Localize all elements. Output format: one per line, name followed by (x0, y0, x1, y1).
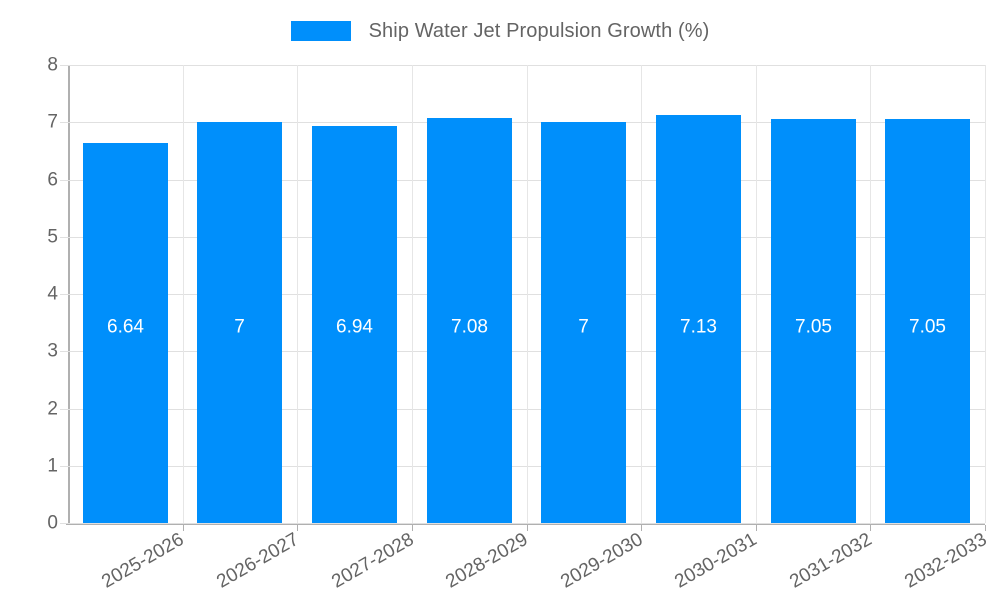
bar[interactable] (197, 122, 282, 523)
y-gridline (60, 465, 985, 467)
legend-item-series-0[interactable]: Ship Water Jet Propulsion Growth (%) (290, 19, 710, 43)
x-axis-tick (641, 525, 642, 531)
x-axis-tick-label: 2026-2027 (213, 529, 303, 593)
y-axis-tick-label: 0 (47, 512, 58, 534)
y-gridline (60, 351, 985, 353)
chart-legend: Ship Water Jet Propulsion Growth (%) (0, 14, 1000, 48)
y-axis-tick-label: 7 (47, 111, 58, 133)
bar[interactable] (656, 114, 741, 523)
bar-value-label: 7.05 (909, 316, 946, 338)
x-gridline (412, 65, 413, 523)
bar[interactable] (541, 122, 626, 523)
y-gridline (60, 294, 985, 295)
bar-value-label: 7.05 (795, 316, 832, 338)
legend-marker-icon (290, 21, 351, 41)
y-axis: 8 7 6 5 4 3 2 1 0 (0, 56, 58, 533)
x-gridline (297, 65, 298, 523)
x-axis-tick (183, 525, 184, 531)
x-gridline (527, 65, 528, 523)
y-axis-tick-label: 3 (47, 340, 58, 362)
bar[interactable] (312, 125, 397, 523)
x-axis-tick-label: 2029-2030 (557, 529, 647, 593)
x-gridline (183, 65, 184, 523)
y-gridline (60, 408, 985, 410)
x-axis-tick-label: 2025-2026 (98, 529, 188, 593)
x-axis-tick-label: 2027-2028 (327, 529, 418, 593)
x-axis-tick-label: 2031-2032 (786, 529, 876, 593)
y-gridline (60, 65, 985, 66)
bar-value-label: 7 (234, 316, 245, 338)
x-axis-tick (297, 525, 298, 531)
bar-value-label: 7.08 (451, 316, 488, 338)
x-axis: 2025-2026 2026-2027 2027-2028 2028-2029 2029… (68, 529, 991, 600)
y-gridline (60, 523, 985, 524)
plot-area: 6.64 7 6.94 7.08 7 7.13 7.05 7.05 (60, 65, 986, 531)
x-axis-tick (412, 525, 413, 531)
bar[interactable] (885, 119, 970, 523)
bar-value-label: 7.13 (680, 316, 717, 338)
x-axis-tick (870, 525, 871, 531)
legend-item-label: Ship Water Jet Propulsion Growth (%) (368, 19, 710, 42)
y-gridline (60, 236, 985, 238)
x-axis-tick (756, 525, 757, 531)
x-axis-line (66, 523, 985, 525)
bar[interactable] (427, 117, 512, 523)
y-axis-tick-label: 2 (47, 398, 58, 419)
bar-value-label: 7 (578, 316, 589, 338)
y-axis-tick-label: 8 (47, 54, 58, 76)
x-gridline (641, 65, 642, 523)
x-axis-tick-label: 2028-2029 (442, 529, 532, 593)
x-axis-tick-label: 2030-2031 (671, 529, 761, 593)
x-axis-tick-label: 2032-2033 (900, 529, 991, 593)
bar[interactable] (83, 142, 168, 523)
x-gridline (756, 65, 757, 523)
bar-value-label: 6.94 (336, 316, 373, 338)
y-axis-tick-label: 5 (47, 226, 58, 248)
y-gridline (60, 122, 985, 124)
x-gridline (985, 65, 986, 523)
x-gridline (870, 65, 871, 523)
y-axis-tick-label: 4 (47, 283, 58, 305)
y-axis-tick-label: 6 (47, 169, 58, 190)
y-gridline (60, 179, 985, 181)
x-axis-tick (527, 525, 528, 531)
bar[interactable] (771, 119, 856, 523)
bar-value-label: 6.64 (107, 316, 144, 338)
y-axis-tick-label: 1 (47, 455, 58, 477)
x-axis-tick (985, 525, 986, 531)
